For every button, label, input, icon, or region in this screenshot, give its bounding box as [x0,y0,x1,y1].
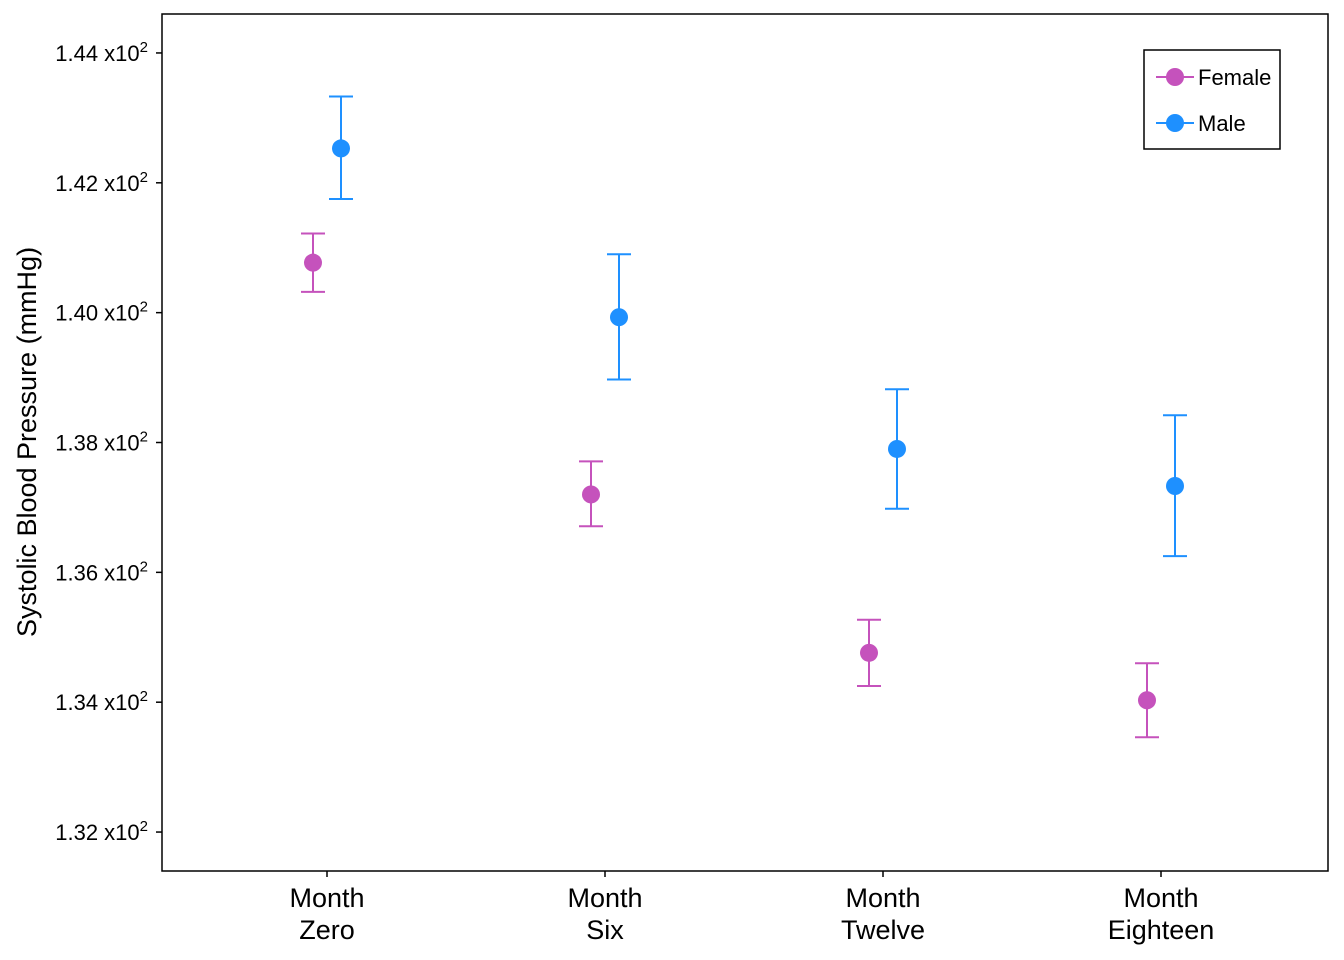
x-tick-label: Month [289,883,364,913]
y-tick-label: 1.42 x102 [55,169,148,196]
data-point [582,485,600,504]
x-tick-label: Zero [299,915,355,945]
series-layer [301,95,1187,739]
y-tick-label: 1.38 x102 [55,429,148,456]
data-point [610,308,628,327]
data-point [888,439,906,458]
x-tick-label: Twelve [841,915,925,945]
x-tick-label: Month [567,883,642,913]
data-point [1166,476,1184,495]
data-point [1138,691,1156,710]
y-tick-label: 1.40 x102 [55,299,148,326]
x-tick-label: Month [845,883,920,913]
y-tick-label: 1.36 x102 [55,558,148,585]
legend-marker [1166,114,1184,132]
legend-label: Female [1198,65,1271,90]
plot-panel [161,13,1329,872]
data-point [860,643,878,662]
x-tick-label: Eighteen [1108,915,1215,945]
y-tick-label: 1.34 x102 [55,688,148,715]
legend-box [1143,49,1281,150]
x-tick-label: Six [586,915,624,945]
legend-marker [1166,68,1184,86]
y-tick-label: 1.32 x102 [55,818,148,845]
y-tick-label: 1.44 x102 [55,39,148,66]
x-axis: MonthZeroMonthSixMonthTwelveMonthEightee… [289,871,1214,945]
series-male [329,95,1187,558]
y-axis-title: Systolic Blood Pressure (mmHg) [12,247,42,637]
legend-item-male: Male [1156,111,1246,136]
y-axis: 1.32 x102 1.34 x102 1.36 x102 1.38 x102 1.40… [55,39,162,845]
legend: Female Male [1143,49,1281,150]
data-point [332,139,350,158]
legend-item-female: Female [1156,65,1271,90]
x-tick-label: Month [1123,883,1198,913]
legend-label: Male [1198,111,1246,136]
data-point [304,253,322,272]
series-female [301,232,1159,739]
